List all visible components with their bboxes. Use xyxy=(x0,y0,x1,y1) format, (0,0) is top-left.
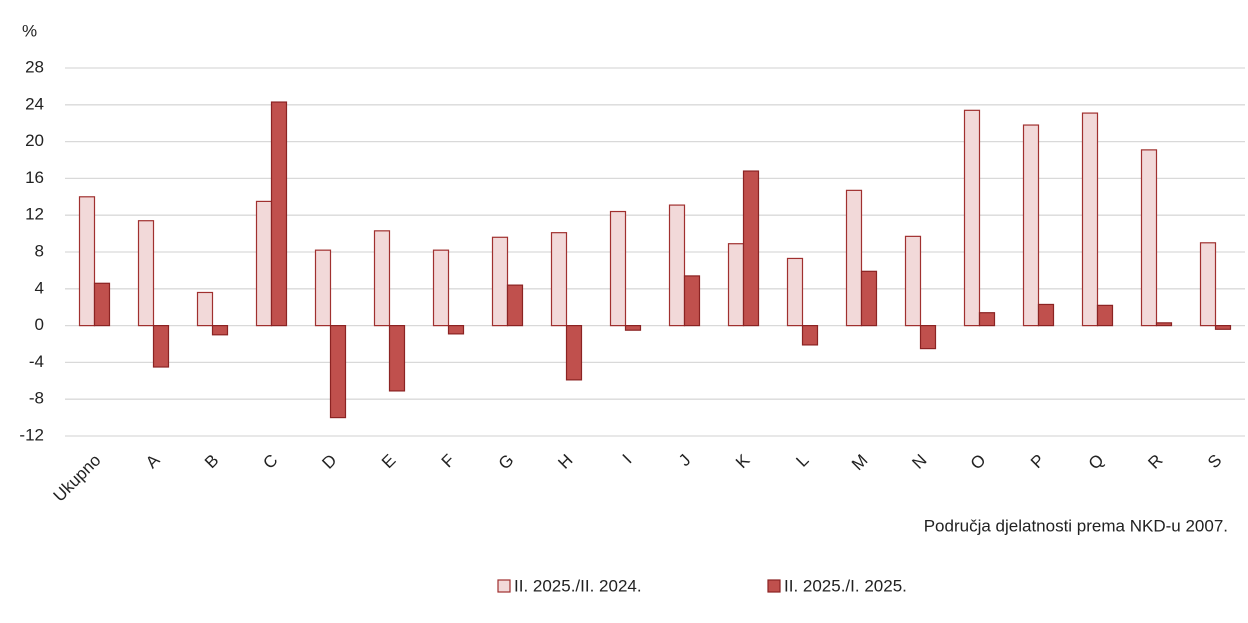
bar xyxy=(1199,242,1217,327)
legend-label: II. 2025./I. 2025. xyxy=(784,576,907,595)
y-tick-label: 8 xyxy=(35,241,44,260)
bar xyxy=(93,282,111,327)
x-tick-label: O xyxy=(967,451,990,474)
legend-swatch xyxy=(497,579,511,593)
bar xyxy=(255,200,273,327)
y-tick-label: -12 xyxy=(19,425,44,444)
x-tick-label: D xyxy=(318,451,340,473)
bar xyxy=(683,275,701,327)
bar xyxy=(742,170,760,327)
bar xyxy=(211,325,229,336)
bar xyxy=(919,325,937,350)
x-tick-label: S xyxy=(1204,451,1225,472)
x-tick-label: F xyxy=(438,451,459,472)
bar xyxy=(506,284,524,327)
bar xyxy=(137,220,155,327)
y-tick-label: 12 xyxy=(25,205,44,224)
x-tick-label: Ukupno xyxy=(50,451,105,506)
y-tick-label: 24 xyxy=(25,94,44,113)
y-tick-label: 20 xyxy=(25,131,44,150)
bar xyxy=(727,243,745,327)
bar xyxy=(904,235,922,327)
x-tick-label: A xyxy=(142,450,164,472)
x-tick-label: R xyxy=(1144,451,1166,473)
bar xyxy=(1081,112,1099,327)
bar xyxy=(314,249,332,327)
x-tick-label: J xyxy=(675,451,694,470)
y-tick-label: -8 xyxy=(29,389,44,408)
x-tick-label: N xyxy=(908,451,930,473)
legend-label: II. 2025./II. 2024. xyxy=(514,576,642,595)
x-tick-label: H xyxy=(554,451,576,473)
x-tick-label: P xyxy=(1027,451,1048,472)
bar xyxy=(786,257,804,327)
x-tick-label: L xyxy=(792,451,812,471)
bar xyxy=(78,196,96,327)
bar xyxy=(860,270,878,327)
x-tick-label: I xyxy=(619,451,636,468)
bar xyxy=(388,325,406,392)
x-tick-label: Q xyxy=(1085,451,1108,474)
bar xyxy=(624,325,642,331)
x-axis-title: Područja djelatnosti prema NKD-u 2007. xyxy=(924,516,1228,535)
x-tick-label: M xyxy=(848,451,871,474)
bar xyxy=(1155,322,1173,327)
bar xyxy=(565,325,583,381)
bar xyxy=(1214,325,1232,330)
y-tick-label: -4 xyxy=(29,352,44,371)
x-tick-label: K xyxy=(732,450,754,472)
bar xyxy=(329,325,347,419)
bar xyxy=(447,325,465,335)
bar xyxy=(152,325,170,368)
x-tick-label: B xyxy=(201,451,222,472)
bar xyxy=(491,236,509,327)
y-tick-label: 28 xyxy=(25,57,44,76)
bar xyxy=(550,232,568,327)
bar xyxy=(270,101,288,327)
bar xyxy=(609,210,627,327)
bar xyxy=(963,109,981,327)
y-unit: % xyxy=(22,21,37,40)
bar xyxy=(668,204,686,327)
x-tick-label: E xyxy=(378,451,399,472)
bar xyxy=(801,325,819,346)
x-tick-label: G xyxy=(495,451,518,474)
y-tick-label: 16 xyxy=(25,168,44,187)
bar xyxy=(196,291,214,327)
bar xyxy=(1096,304,1114,327)
y-tick-label: 0 xyxy=(35,315,44,334)
bar xyxy=(978,312,996,327)
bar xyxy=(845,189,863,327)
bar xyxy=(1037,303,1055,327)
legend-swatch xyxy=(767,579,781,593)
bar xyxy=(373,230,391,327)
bar xyxy=(1140,149,1158,327)
y-tick-label: 4 xyxy=(35,278,44,297)
bar xyxy=(432,249,450,327)
x-tick-label: C xyxy=(259,451,281,473)
bar xyxy=(1022,124,1040,327)
